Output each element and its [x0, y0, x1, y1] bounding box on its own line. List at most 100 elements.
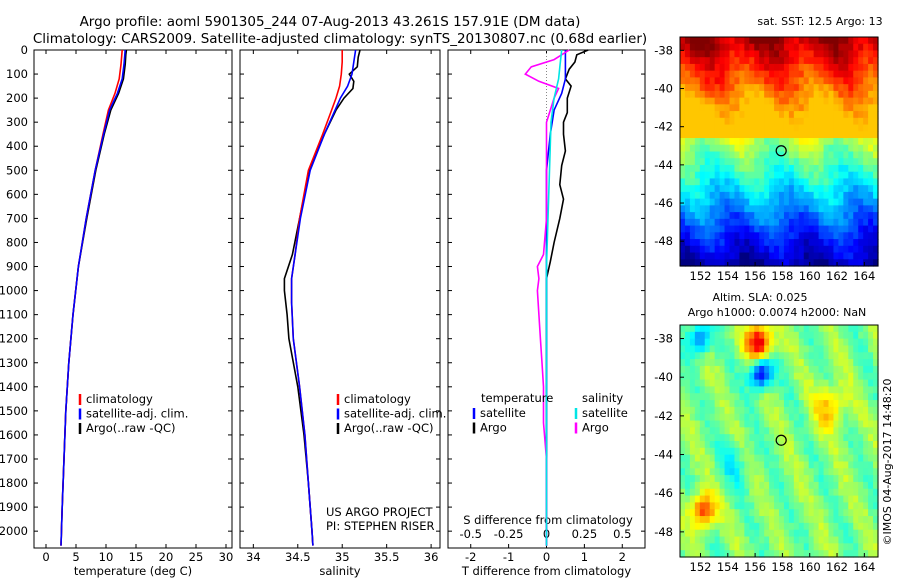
- map-cell: [818, 171, 825, 180]
- map-cell: [813, 481, 820, 490]
- map-cell: [813, 345, 820, 353]
- map-cell: [779, 372, 785, 381]
- map-cell: [754, 345, 760, 353]
- map-cell: [724, 77, 731, 85]
- map-cell: [774, 77, 780, 85]
- map-cell: [823, 495, 830, 504]
- map-cell: [680, 218, 686, 227]
- map-cell: [714, 516, 721, 524]
- map-cell: [823, 516, 830, 524]
- map-cell: [863, 198, 869, 206]
- map-cell: [803, 43, 810, 52]
- map-cell: [793, 77, 800, 85]
- map-cell: [838, 461, 844, 469]
- map-cell: [764, 225, 770, 233]
- map-cell: [719, 191, 726, 200]
- map-cell: [813, 475, 820, 483]
- map-cell: [744, 232, 750, 240]
- map-cell: [783, 413, 790, 422]
- map-cell: [848, 205, 854, 213]
- map-cell: [783, 212, 790, 220]
- map-cell: [749, 536, 755, 544]
- map-cell: [788, 225, 795, 233]
- map-cell: [684, 178, 691, 186]
- map-cell: [833, 386, 839, 394]
- map-cell: [853, 117, 859, 126]
- map-cell: [813, 138, 820, 146]
- map-cell: [808, 372, 815, 381]
- map-cell: [858, 63, 864, 72]
- map-cell: [843, 454, 849, 463]
- map-cell: [699, 84, 706, 92]
- map-cell: [714, 331, 721, 340]
- map-cell: [759, 84, 765, 92]
- map-cell: [828, 509, 835, 517]
- map-cell: [843, 178, 849, 186]
- map-cell: [739, 43, 745, 52]
- y-tick-label: 1800: [0, 476, 28, 490]
- map-cell: [749, 325, 755, 333]
- map-cell: [818, 447, 825, 456]
- map-cell: [680, 63, 686, 72]
- legend-header-salinity: salinity: [582, 391, 623, 405]
- map-cell: [680, 191, 686, 200]
- map-cell: [858, 178, 864, 186]
- map-cell: [808, 393, 815, 401]
- map-cell: [813, 131, 820, 139]
- map-cell: [873, 111, 879, 119]
- map-cell: [754, 447, 760, 456]
- map-cell: [808, 447, 815, 456]
- map-cell: [858, 43, 864, 52]
- map-cell: [798, 77, 805, 85]
- map-cell: [719, 352, 726, 360]
- map-cell: [808, 232, 815, 240]
- map-cell: [764, 218, 770, 227]
- map-cell: [823, 502, 830, 510]
- map-cell: [868, 331, 874, 340]
- map-cell: [843, 516, 849, 524]
- map-cell: [754, 57, 760, 65]
- map-cell: [774, 97, 780, 105]
- map-cell: [783, 138, 790, 146]
- map-cell: [694, 84, 701, 92]
- map-cell: [813, 420, 820, 428]
- map-cell: [853, 406, 859, 415]
- map-cell: [769, 50, 775, 58]
- map-cell: [769, 502, 775, 510]
- map-cell: [769, 420, 775, 428]
- map-cell: [739, 393, 745, 401]
- map-cell: [793, 420, 800, 428]
- map-cell: [793, 400, 800, 408]
- map-cell: [779, 488, 785, 497]
- map-cell: [759, 468, 765, 476]
- map-cell: [783, 178, 790, 186]
- map-cell: [744, 359, 750, 367]
- map-cell: [793, 495, 800, 504]
- map-cell: [798, 232, 805, 240]
- map-cell: [709, 144, 716, 153]
- map-x-tick-label: 160: [799, 269, 821, 283]
- map-cell: [719, 225, 726, 233]
- map-cell: [699, 104, 706, 112]
- map-cell: [774, 502, 780, 510]
- map-cell: [714, 447, 721, 456]
- map-cell: [818, 225, 825, 233]
- map-cell: [853, 104, 859, 112]
- map-cell: [843, 386, 849, 394]
- map-cell: [798, 138, 805, 146]
- map-cell: [759, 252, 765, 260]
- map-cell: [838, 495, 844, 504]
- map-cell: [868, 259, 874, 267]
- map-cell: [709, 70, 716, 79]
- map-cell: [873, 386, 879, 394]
- map-cell: [689, 259, 696, 267]
- map-cell: [689, 205, 696, 213]
- map-cell: [749, 393, 755, 401]
- map-cell: [783, 502, 790, 510]
- map-cell: [754, 158, 760, 166]
- map-cell: [729, 111, 736, 119]
- map-cell: [779, 232, 785, 240]
- map-cell: [843, 536, 849, 544]
- map-cell: [828, 365, 835, 374]
- map-cell: [724, 218, 731, 227]
